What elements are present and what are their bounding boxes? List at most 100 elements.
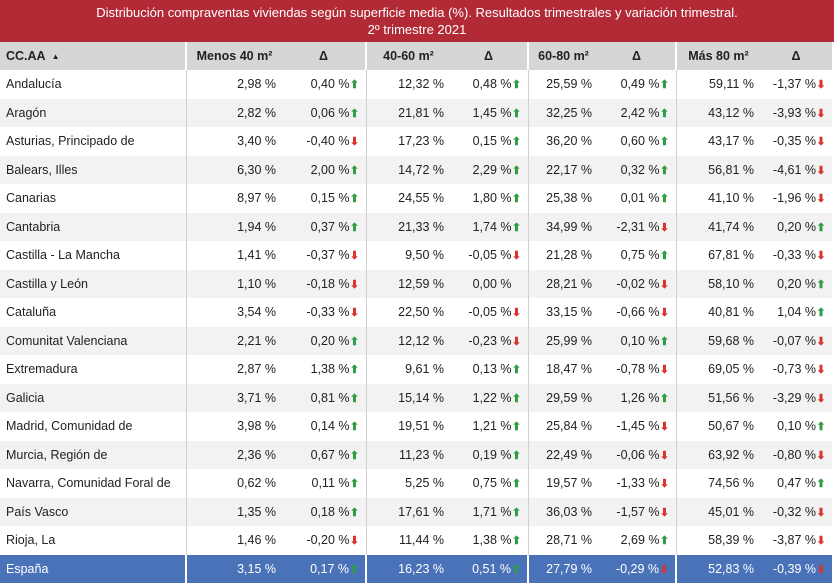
cell-text: 24,55 % bbox=[398, 191, 444, 206]
cell-text: 2,87 % bbox=[237, 362, 276, 377]
value-cell: 1,10 % bbox=[186, 269, 282, 298]
cell-text: 0,49 % bbox=[620, 77, 660, 92]
value-cell: 32,25 % bbox=[528, 98, 598, 127]
value-cell: 43,12 % bbox=[676, 98, 760, 127]
trend-arrow: ⬆ bbox=[511, 136, 522, 149]
delta-cell: -4,61 %⬇ bbox=[760, 155, 832, 184]
cell-text: 58,39 % bbox=[708, 533, 754, 548]
value-cell: 21,28 % bbox=[528, 241, 598, 270]
column-header: 40-60 m² bbox=[366, 42, 450, 70]
cell-text: -2,31 % bbox=[616, 219, 660, 234]
trend-arrow: ⬇ bbox=[816, 193, 826, 206]
value-cell: 3,54 % bbox=[186, 298, 282, 327]
cell-text: 45,01 % bbox=[708, 504, 754, 519]
delta-cell: 0,60 %⬆ bbox=[598, 127, 677, 156]
value-cell: 34,99 % bbox=[528, 212, 598, 241]
delta-cell: -1,45 %⬇ bbox=[598, 412, 677, 441]
cell-text: 56,81 % bbox=[708, 162, 754, 177]
trend-arrow: ⬇ bbox=[659, 421, 670, 434]
trend-arrow: ⬇ bbox=[816, 506, 826, 519]
value-cell: 50,67 % bbox=[676, 412, 760, 441]
cell-text: 2,82 % bbox=[237, 105, 276, 120]
header-text: Δ bbox=[791, 49, 801, 63]
data-row: Andalucía 2,98 % 0,40 %⬆ 12,32 % 0,48 %⬆ 25,5… bbox=[0, 70, 832, 99]
data-row: Rioja, La 1,46 % -0,20 %⬇ 11,44 % 1,38 %⬆ 28,… bbox=[0, 526, 832, 555]
value-cell: 12,59 % bbox=[366, 269, 450, 298]
cell-text: 0,01 % bbox=[620, 191, 660, 206]
value-cell: 56,81 % bbox=[676, 155, 760, 184]
cell-text: -0,39 % bbox=[772, 561, 816, 576]
header-text: Δ bbox=[484, 49, 493, 63]
cell-text: 3,98 % bbox=[237, 419, 276, 434]
value-cell: 1,41 % bbox=[186, 241, 282, 270]
header-text: 60-80 m² bbox=[538, 49, 589, 63]
cell-text: -0,40 % bbox=[306, 134, 350, 149]
value-cell: 67,81 % bbox=[676, 241, 760, 270]
trend-arrow: ⬆ bbox=[349, 364, 360, 377]
delta-cell: 1,71 %⬆ bbox=[450, 497, 529, 526]
value-cell: 63,92 % bbox=[676, 440, 760, 469]
cell-text: España bbox=[6, 561, 49, 576]
cell-text: Castilla - La Mancha bbox=[6, 248, 120, 263]
trend-arrow: ⬇ bbox=[816, 79, 826, 92]
column-header: Δ bbox=[760, 42, 832, 70]
delta-cell: -1,33 %⬇ bbox=[598, 469, 677, 498]
data-table: CC.AA ▲ Menos 40 m² Δ 40-60 m² Δ 60-80 m² Δ Más … bbox=[0, 42, 833, 583]
data-row: Castilla - La Mancha 1,41 % -0,37 %⬇ 9,50 %… bbox=[0, 241, 832, 270]
delta-cell: 2,29 %⬆ bbox=[450, 155, 529, 184]
cell-text: 21,28 % bbox=[546, 248, 592, 263]
trend-arrow: ⬆ bbox=[511, 392, 522, 405]
cell-text: 25,84 % bbox=[546, 419, 592, 434]
cell-text: 0,48 % bbox=[472, 77, 512, 92]
trend-arrow: ⬆ bbox=[511, 107, 522, 120]
region-cell: Rioja, La bbox=[0, 526, 187, 555]
cell-text: 1,45 % bbox=[472, 105, 512, 120]
cell-text: 1,21 % bbox=[472, 419, 512, 434]
delta-cell: 0,18 %⬆ bbox=[282, 497, 367, 526]
value-cell: 69,05 % bbox=[676, 355, 760, 384]
value-cell: 19,57 % bbox=[528, 469, 598, 498]
cell-text: 1,22 % bbox=[472, 390, 512, 405]
trend-arrow: ⬆ bbox=[349, 421, 360, 434]
delta-cell: -3,93 %⬇ bbox=[760, 98, 832, 127]
trend-arrow: ⬇ bbox=[349, 307, 360, 320]
trend-arrow: ⬆ bbox=[349, 449, 360, 462]
delta-cell: 0,15 %⬆ bbox=[450, 127, 529, 156]
trend-arrow: ⬇ bbox=[816, 449, 826, 462]
cell-text: 59,68 % bbox=[708, 333, 754, 348]
value-cell: 25,99 % bbox=[528, 326, 598, 355]
trend-arrow: ⬆ bbox=[659, 107, 670, 120]
cell-text: 0,60 % bbox=[620, 134, 660, 149]
cell-text: 0,15 % bbox=[472, 134, 512, 149]
value-cell: 0,62 % bbox=[186, 469, 282, 498]
cell-text: 6,30 % bbox=[237, 162, 276, 177]
cell-text: Navarra, Comunidad Foral de bbox=[6, 476, 171, 491]
cell-text: 21,33 % bbox=[398, 219, 444, 234]
trend-arrow: ⬆ bbox=[349, 221, 360, 234]
delta-cell: -3,87 %⬇ bbox=[760, 526, 832, 555]
cell-text: 41,10 % bbox=[708, 191, 754, 206]
trend-arrow: ⬇ bbox=[659, 307, 670, 320]
trend-arrow: ⬇ bbox=[816, 164, 826, 177]
cell-text: -3,87 % bbox=[772, 533, 816, 548]
cell-text: 1,41 % bbox=[237, 248, 276, 263]
cell-text: 1,38 % bbox=[310, 362, 350, 377]
cell-text: 0,10 % bbox=[620, 333, 660, 348]
cell-text: -0,07 % bbox=[772, 333, 816, 348]
delta-cell: -0,33 %⬇ bbox=[282, 298, 367, 327]
value-cell: 45,01 % bbox=[676, 497, 760, 526]
trend-arrow: ⬇ bbox=[816, 364, 826, 377]
delta-cell: -0,05 %⬇ bbox=[450, 298, 529, 327]
value-cell: 41,74 % bbox=[676, 212, 760, 241]
cell-text: 25,99 % bbox=[546, 333, 592, 348]
cell-text: 34,99 % bbox=[546, 219, 592, 234]
trend-arrow: ⬆ bbox=[511, 164, 522, 177]
delta-cell: -0,80 %⬇ bbox=[760, 440, 832, 469]
delta-cell: 0,81 %⬆ bbox=[282, 383, 367, 412]
sortable-header[interactable]: CC.AA ▲ bbox=[0, 42, 187, 70]
delta-cell: -0,29 %⬇ bbox=[598, 554, 677, 583]
cell-text: -1,45 % bbox=[616, 419, 660, 434]
trend-arrow: ⬆ bbox=[659, 250, 670, 263]
cell-text: -0,05 % bbox=[468, 248, 512, 263]
delta-cell: -0,23 %⬇ bbox=[450, 326, 529, 355]
